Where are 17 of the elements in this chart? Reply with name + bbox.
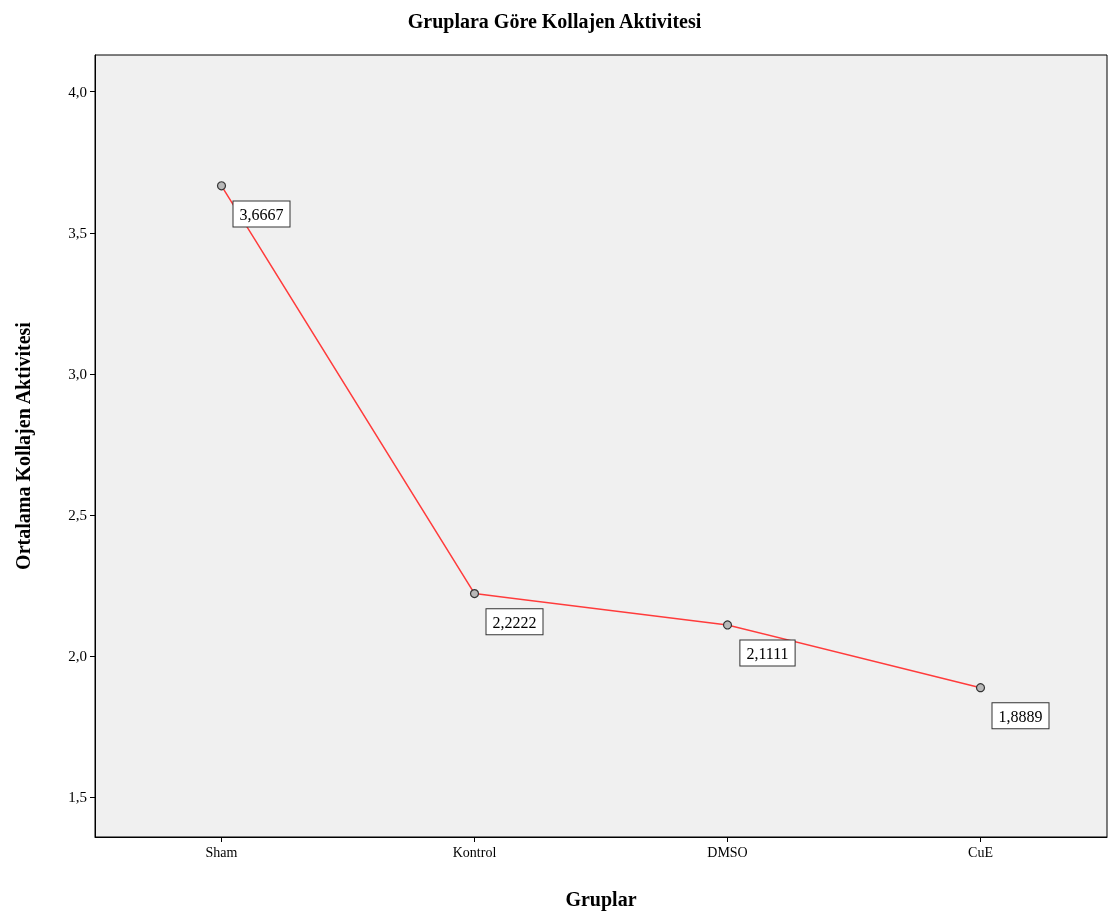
x-tick-label: Sham <box>205 844 238 860</box>
data-label: 2,2222 <box>492 613 537 631</box>
x-tick-label: Kontrol <box>452 844 497 860</box>
y-tick-label: 2,5 <box>68 507 87 524</box>
y-tick-label: 1,5 <box>68 789 87 806</box>
y-tick-label: 3,5 <box>68 224 87 241</box>
data-label: 1,8889 <box>998 707 1043 725</box>
chart-title: Gruplara Göre Kollajen Aktivitesi <box>407 10 702 33</box>
y-axis-title: Ortalama Kollajen Aktivitesi <box>12 321 35 570</box>
y-tick-label: 4,0 <box>68 83 87 100</box>
x-tick-label: DMSO <box>707 844 748 860</box>
y-tick-label: 2,0 <box>68 648 87 665</box>
data-label: 2,1111 <box>746 645 789 663</box>
data-label: 3,6667 <box>239 205 284 223</box>
x-tick-label: CuE <box>968 844 993 860</box>
y-tick-label: 3,0 <box>68 366 87 383</box>
x-axis-title: Gruplar <box>565 888 637 911</box>
